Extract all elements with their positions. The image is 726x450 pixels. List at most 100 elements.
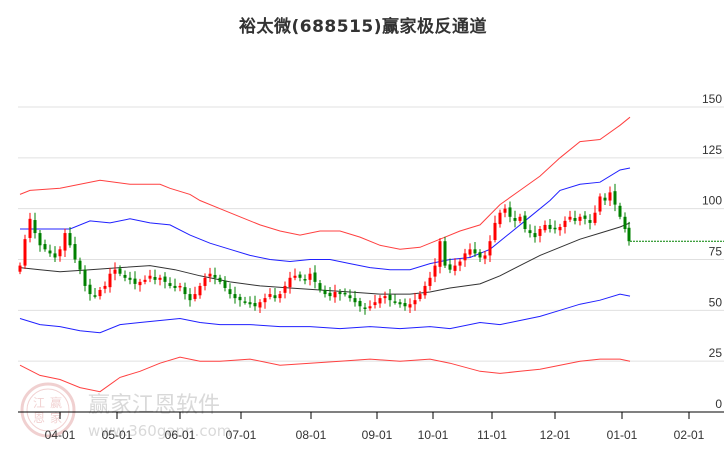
candle-body	[158, 277, 162, 280]
candle-body	[528, 230, 532, 234]
candle-body	[108, 273, 112, 288]
candle-body	[193, 294, 197, 299]
candle-body	[288, 277, 292, 288]
candle-body	[153, 276, 157, 280]
candle-body	[238, 296, 242, 301]
channel-bands	[19, 116, 724, 393]
x-tick-label: 12-01	[540, 428, 571, 442]
candle-body	[433, 265, 437, 277]
candle-body	[163, 276, 167, 282]
candle-body	[548, 224, 552, 229]
candle-body	[358, 300, 362, 307]
candle-body	[43, 244, 47, 250]
candle-body	[173, 285, 177, 288]
candle-body	[203, 277, 207, 286]
candle-body	[333, 292, 337, 298]
candle-body	[488, 241, 492, 256]
y-tick-label: 50	[709, 295, 723, 309]
candle-body	[33, 220, 37, 234]
candle-body	[303, 279, 307, 281]
y-tick-label: 0	[715, 397, 722, 411]
candle-body	[28, 218, 32, 238]
candle-body	[63, 233, 67, 251]
candle-body	[113, 269, 117, 274]
candle-body	[118, 268, 122, 274]
x-tick-label: 08-01	[296, 428, 327, 442]
candle-body	[78, 260, 82, 270]
candle-body	[83, 269, 87, 286]
x-tick-label: 09-01	[362, 428, 393, 442]
candle-body	[498, 212, 502, 225]
candle-body	[518, 216, 522, 221]
candle-body	[508, 207, 512, 217]
candle-body	[623, 216, 627, 229]
candle-body	[373, 302, 377, 306]
candle-body	[103, 285, 107, 289]
candle-body	[523, 215, 527, 229]
candle-body	[38, 233, 42, 246]
candle-body	[138, 281, 142, 286]
candle-body	[48, 250, 52, 254]
candle-body	[53, 253, 57, 258]
candle-body	[328, 292, 332, 297]
candle-body	[213, 274, 217, 278]
candle-body	[178, 285, 182, 288]
candle-body	[233, 294, 237, 299]
candle-body	[583, 215, 587, 219]
candlesticks	[18, 183, 631, 315]
candle-body	[338, 292, 342, 295]
candle-body	[478, 252, 482, 258]
candle-body	[68, 233, 72, 246]
candle-body	[473, 249, 477, 254]
candle-body	[253, 303, 257, 307]
y-tick-label: 75	[709, 245, 723, 259]
candle-body	[98, 290, 102, 297]
candle-body	[228, 289, 232, 295]
candle-body	[593, 212, 597, 223]
candle-body	[613, 191, 617, 205]
svg-text:江: 江	[33, 396, 45, 410]
candle-body	[58, 249, 62, 257]
candle-body	[313, 272, 317, 282]
candle-body	[503, 208, 507, 213]
candle-body	[448, 264, 452, 270]
candle-body	[383, 296, 387, 299]
candle-body	[198, 285, 202, 296]
candle-body	[438, 241, 442, 267]
candle-body	[348, 295, 352, 299]
y-tick-label: 25	[709, 346, 723, 360]
candle-body	[343, 292, 347, 295]
candle-body	[93, 295, 97, 297]
candle-body	[283, 285, 287, 293]
candle-body	[318, 283, 322, 290]
y-axis: 0 25 50 75 100 125 150	[702, 92, 722, 411]
candle-body	[393, 301, 397, 303]
watermark-url: www.360gann.com	[88, 422, 231, 440]
upper-inner-band-line	[20, 167, 631, 271]
candle-body	[553, 227, 557, 230]
candle-body	[378, 298, 382, 304]
candle-body	[578, 216, 582, 221]
candle-body	[248, 302, 252, 305]
candle-body	[403, 303, 407, 307]
candle-body	[368, 306, 372, 309]
watermark-brand: 赢家江恩软件	[88, 393, 220, 418]
lower-inner-band-line	[19, 293, 631, 334]
svg-text:恩: 恩	[33, 411, 45, 425]
candle-body	[278, 294, 282, 299]
candle-body	[268, 294, 272, 297]
y-tick-label: 125	[702, 143, 722, 157]
candle-body	[133, 278, 137, 284]
candle-body	[243, 301, 247, 303]
candle-body	[563, 220, 567, 227]
lower-outer-band-line	[19, 356, 631, 393]
candle-body	[273, 295, 277, 299]
candle-body	[588, 220, 592, 223]
candle-body	[558, 226, 562, 231]
candle-body	[568, 216, 572, 220]
x-tick-label: 06-01	[165, 428, 196, 442]
candle-body	[143, 279, 147, 282]
candle-body	[418, 294, 422, 299]
candle-body	[88, 284, 92, 295]
